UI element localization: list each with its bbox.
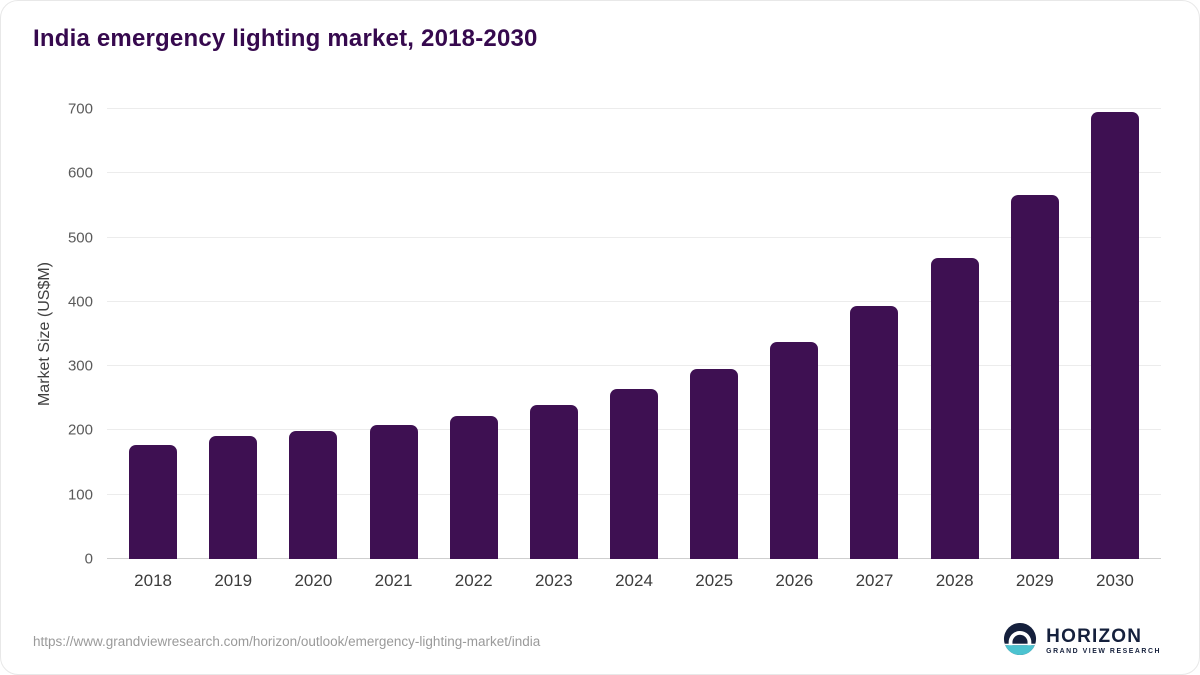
bar-2030 bbox=[1090, 112, 1139, 559]
bar-slot bbox=[193, 109, 273, 559]
bar-slot bbox=[353, 109, 433, 559]
bar-2029 bbox=[1010, 194, 1059, 559]
bar-2027 bbox=[850, 305, 899, 559]
x-tick-label-2023: 2023 bbox=[534, 571, 573, 590]
bar-slot bbox=[995, 109, 1075, 559]
x-tick-label-2027: 2027 bbox=[855, 571, 894, 590]
y-tick-label: 400 bbox=[67, 293, 93, 311]
bar-2028 bbox=[930, 258, 979, 559]
bar-slot bbox=[273, 109, 353, 559]
bar-slot bbox=[754, 109, 834, 559]
logo-tagline: GRAND VIEW RESEARCH bbox=[1046, 648, 1161, 656]
y-axis-title: Market Size (US$M) bbox=[36, 261, 53, 407]
x-tick-label-2020: 2020 bbox=[294, 571, 333, 590]
bar-slot bbox=[514, 109, 594, 559]
x-tick-label-2028: 2028 bbox=[935, 571, 974, 590]
bar-slot bbox=[434, 109, 514, 559]
x-tick-label-2029: 2029 bbox=[1015, 571, 1054, 590]
bar-2021 bbox=[369, 425, 418, 559]
x-tick-label-2026: 2026 bbox=[775, 571, 814, 590]
gridline bbox=[107, 108, 1161, 109]
bar-2025 bbox=[690, 369, 739, 559]
y-tick-label: 500 bbox=[67, 229, 93, 247]
y-tick-label: 600 bbox=[67, 164, 93, 182]
gridline bbox=[107, 172, 1161, 174]
logo-name: HORIZON bbox=[1046, 626, 1143, 648]
bar-slot bbox=[915, 109, 995, 559]
x-tick-label-2024: 2024 bbox=[615, 571, 653, 590]
chart-title: India emergency lighting market, 2018-20… bbox=[33, 25, 538, 52]
y-tick-label: 200 bbox=[67, 421, 93, 439]
bar-2018 bbox=[129, 444, 178, 559]
bar-slot bbox=[594, 109, 674, 559]
x-tick-label-2022: 2022 bbox=[454, 571, 493, 590]
plot-area: 0 100 200 300 400 500 600 700 bbox=[68, 101, 1161, 568]
x-tick-label-2025: 2025 bbox=[695, 571, 734, 590]
logo-text: HORIZON GRAND VIEW RESEARCH bbox=[1046, 627, 1161, 656]
x-axis-labels: 2018 2019 2020 2021 2022 2023 2024 2025 2026 2027… bbox=[107, 571, 1161, 591]
bar-2020 bbox=[289, 431, 338, 559]
bar-2022 bbox=[449, 416, 498, 559]
bar-slot bbox=[113, 109, 193, 559]
y-tick-label: 700 bbox=[67, 100, 93, 118]
gridline bbox=[107, 365, 1161, 367]
bar-2023 bbox=[529, 404, 578, 559]
bar-2019 bbox=[209, 435, 258, 559]
y-tick-label: 0 bbox=[84, 550, 93, 568]
brand-logo: HORIZON GRAND VIEW RESEARCH bbox=[1003, 622, 1161, 661]
gridline bbox=[107, 300, 1161, 302]
bar-slot bbox=[834, 109, 914, 559]
bar-2024 bbox=[610, 388, 659, 559]
bars-container bbox=[107, 109, 1161, 559]
x-tick-label-2021: 2021 bbox=[374, 571, 413, 590]
source-url: https://www.grandviewresearch.com/horizo… bbox=[33, 634, 541, 649]
y-tick-label: 100 bbox=[67, 486, 93, 504]
gridline bbox=[107, 236, 1161, 238]
x-tick-label-2019: 2019 bbox=[214, 571, 253, 590]
horizon-logo-icon bbox=[1003, 622, 1037, 661]
bar-slot bbox=[674, 109, 754, 559]
y-tick-label: 300 bbox=[67, 357, 93, 375]
x-tick-label-2030: 2030 bbox=[1096, 571, 1134, 590]
bar-slot bbox=[1075, 109, 1155, 559]
x-tick-label-2018: 2018 bbox=[134, 571, 172, 590]
bar-2026 bbox=[770, 342, 819, 559]
